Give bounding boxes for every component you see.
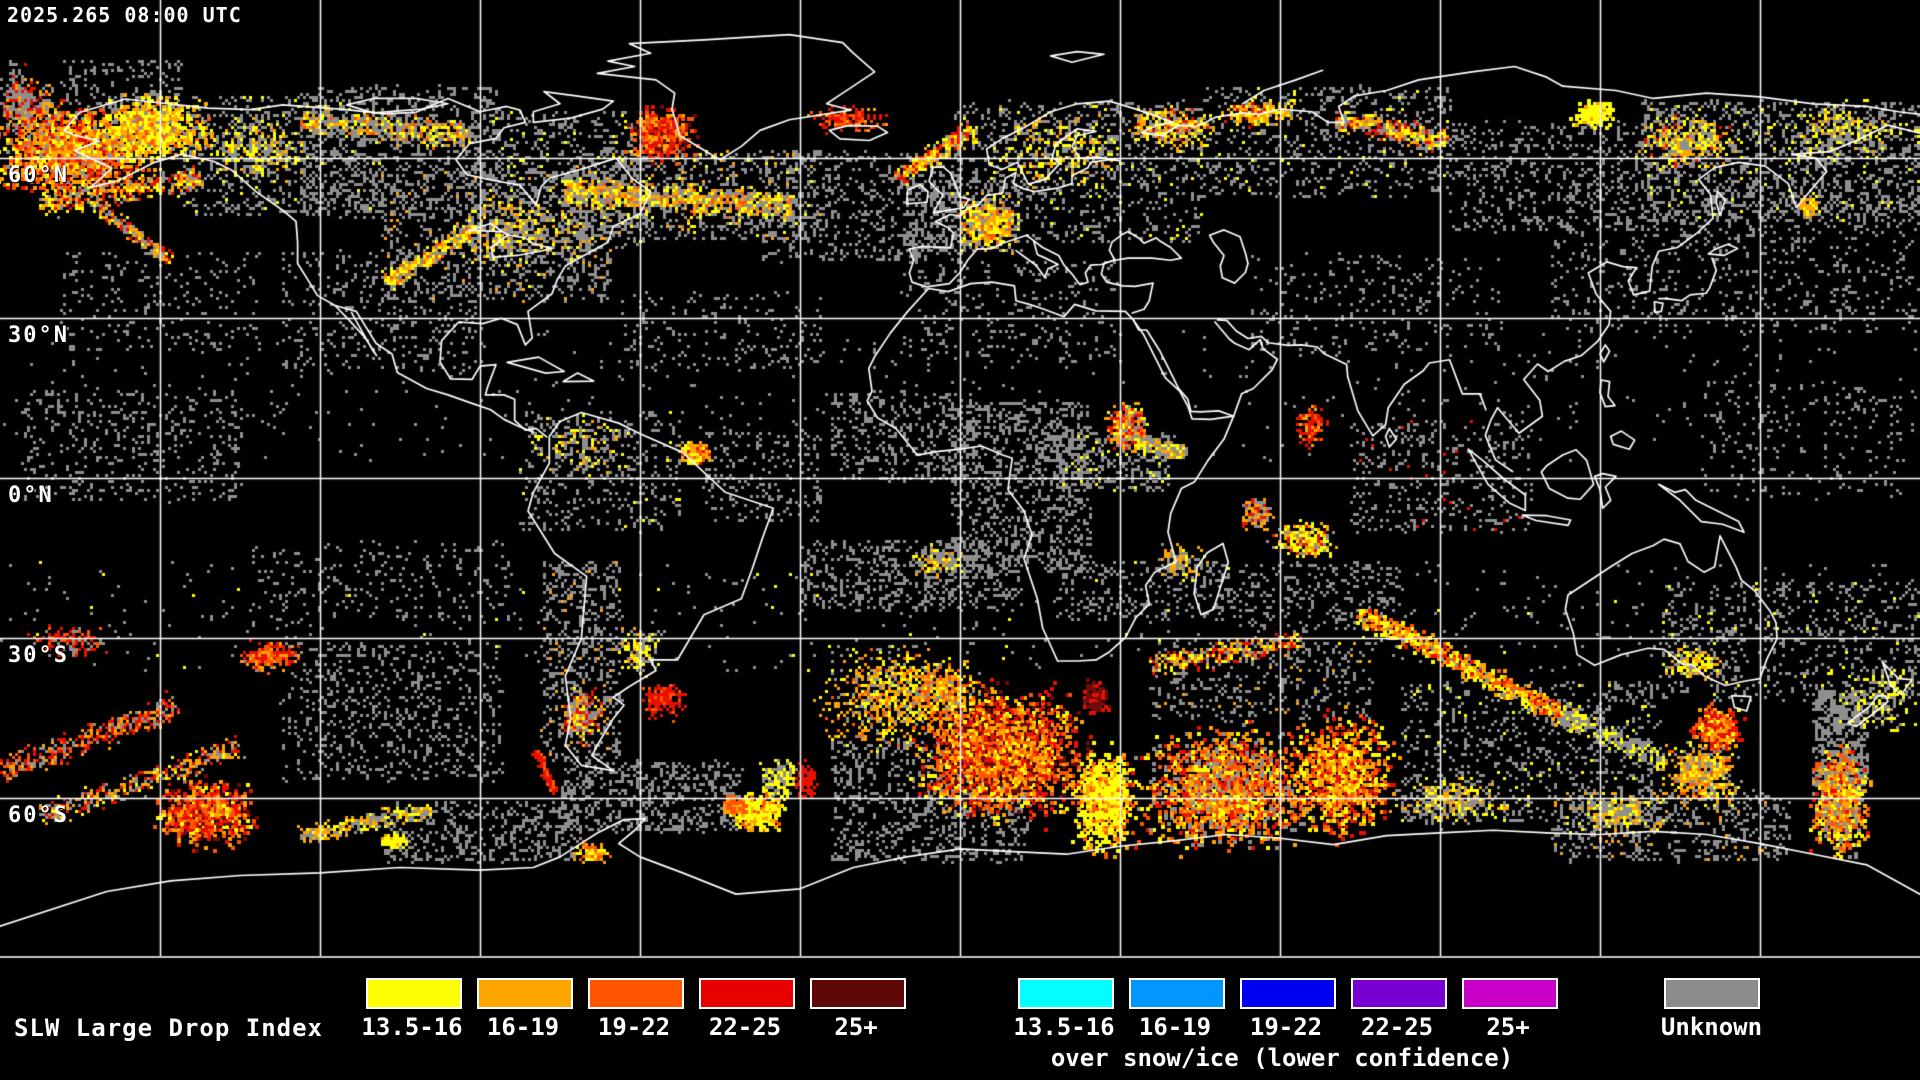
legend-swatch-snow-3 — [1240, 978, 1336, 1009]
legend-swatch-snow-5 — [1462, 978, 1558, 1009]
legend-swatch-slw-3 — [588, 978, 684, 1009]
lat-label-0n: 0°N — [8, 483, 54, 508]
legend-swatch-unknown — [1664, 978, 1760, 1009]
legend-label-slw-4: 22-25 — [708, 1013, 782, 1041]
legend-label-slw-1: 13.5-16 — [361, 1013, 463, 1041]
legend-label-snow-5: 25+ — [1486, 1013, 1530, 1041]
lat-label-30s: 30°S — [8, 643, 69, 668]
lat-label-60n: 60°N — [8, 163, 69, 188]
lat-label-30n: 30°N — [8, 323, 69, 348]
legend-snow-caption: over snow/ice (lower confidence) — [1050, 1044, 1514, 1072]
legend-label-snow-2: 16-19 — [1138, 1013, 1212, 1041]
lat-label-60s: 60°S — [8, 803, 69, 828]
legend-label-snow-4: 22-25 — [1360, 1013, 1434, 1041]
legend-label-slw-3: 19-22 — [597, 1013, 671, 1041]
legend-swatch-slw-4 — [699, 978, 795, 1009]
legend-label-unknown: Unknown — [1660, 1013, 1763, 1041]
legend-title: SLW Large Drop Index — [14, 1014, 323, 1042]
legend-swatch-slw-5 — [810, 978, 906, 1009]
legend-label-slw-5: 25+ — [834, 1013, 878, 1041]
legend-swatch-snow-4 — [1351, 978, 1447, 1009]
legend-label-snow-1: 13.5-16 — [1013, 1013, 1115, 1041]
legend-swatch-slw-2 — [477, 978, 573, 1009]
legend-label-snow-3: 19-22 — [1249, 1013, 1323, 1041]
legend-swatch-snow-2 — [1129, 978, 1225, 1009]
legend-swatch-slw-1 — [366, 978, 462, 1009]
legend-label-slw-2: 16-19 — [486, 1013, 560, 1041]
legend-swatch-snow-1 — [1018, 978, 1114, 1009]
timestamp-label: 2025.265 08:00 UTC — [7, 3, 242, 27]
